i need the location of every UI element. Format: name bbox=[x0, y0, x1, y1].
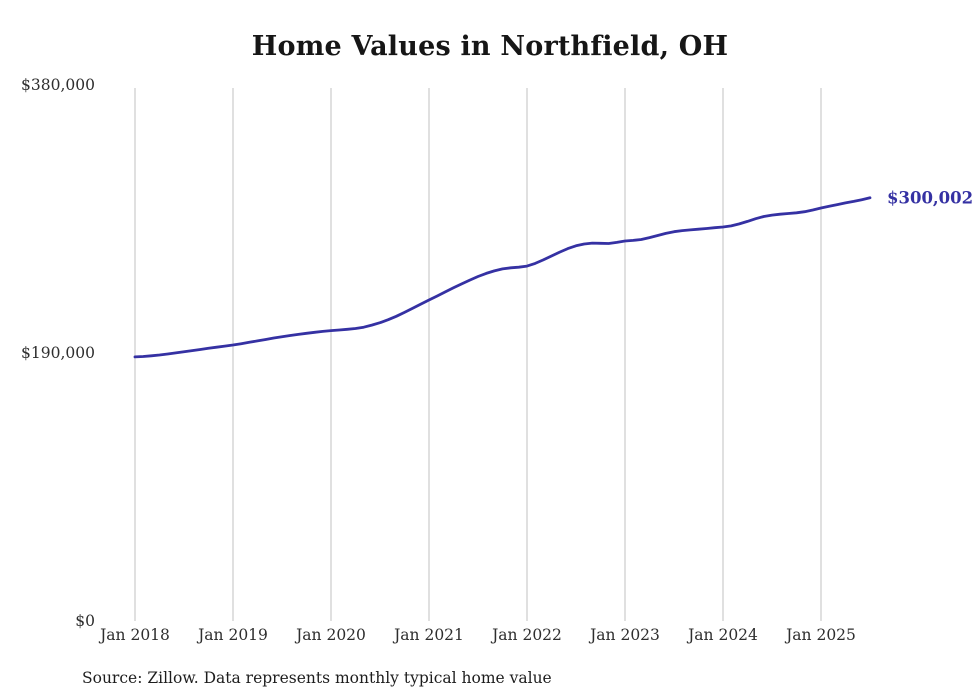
x-axis-tick-label: Jan 2022 bbox=[490, 626, 562, 644]
x-axis-tick-label: Jan 2021 bbox=[392, 626, 464, 644]
home-value-line bbox=[133, 196, 872, 359]
x-axis-tick-label: Jan 2019 bbox=[196, 626, 268, 644]
y-axis-tick-label: $380,000 bbox=[21, 76, 95, 94]
y-axis-tick-label: $190,000 bbox=[21, 344, 95, 362]
latest-value-label: $300,002 bbox=[887, 188, 973, 207]
x-axis-tick-label: Jan 2023 bbox=[588, 626, 660, 644]
y-axis-tick-label: $0 bbox=[75, 612, 95, 630]
x-axis-tick-label: Jan 2018 bbox=[98, 626, 170, 644]
chart-title: Home Values in Northfield, OH bbox=[251, 31, 729, 62]
x-axis-tick-label: Jan 2025 bbox=[784, 626, 856, 644]
x-axis-tick-label: Jan 2024 bbox=[686, 626, 758, 644]
x-axis-tick-label: Jan 2020 bbox=[294, 626, 366, 644]
source-note: Source: Zillow. Data represents monthly … bbox=[82, 669, 552, 687]
